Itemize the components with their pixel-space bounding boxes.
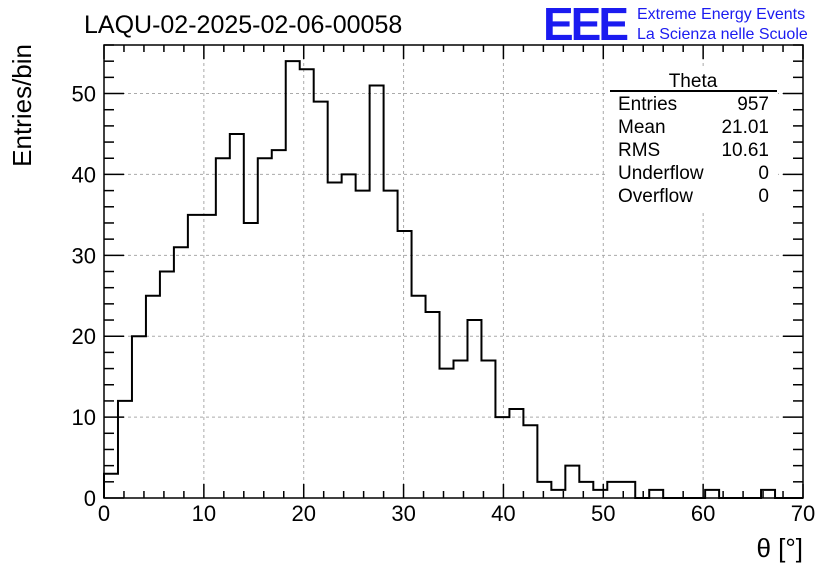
- stats-box-title: Theta: [669, 71, 718, 92]
- logo-line-2: La Scienza nelle Scuole: [637, 26, 808, 43]
- y-tick-label: 50: [72, 82, 96, 107]
- logo: EEE Extreme Energy Events La Scienza nel…: [543, 0, 808, 50]
- stats-row-label: Entries: [618, 94, 677, 115]
- x-tick-label: 10: [192, 501, 216, 526]
- y-tick-label: 40: [72, 162, 96, 187]
- stats-row-label: RMS: [618, 140, 660, 161]
- y-tick-label: 30: [72, 243, 96, 268]
- stats-row-value: 957: [737, 94, 769, 115]
- stats-row-label: Mean: [618, 117, 666, 138]
- y-tick-label: 0: [84, 486, 96, 511]
- x-tick-label: 0: [98, 501, 110, 526]
- x-tick-label: 60: [691, 501, 715, 526]
- tick-labels: 0 10 20 30 40 50 60 70 0 10 20 30 40 50: [72, 82, 816, 526]
- x-tick-label: 30: [391, 501, 415, 526]
- stats-rows: Entries 957 Mean 21.01 RMS 10.61 Underflow 0 Ove…: [618, 94, 769, 207]
- stats-row-value: 0: [758, 186, 769, 207]
- logo-mark: EEE: [543, 0, 627, 50]
- x-axis-label: θ [°]: [756, 533, 803, 563]
- histogram-outline: [103, 60, 803, 499]
- stats-row-value: 10.61: [721, 140, 769, 161]
- y-tick-label: 20: [72, 324, 96, 349]
- x-tick-label: 40: [491, 501, 515, 526]
- logo-line-1: Extreme Energy Events: [637, 6, 805, 23]
- y-tick-label: 10: [72, 405, 96, 430]
- stats-row-label: Underflow: [618, 163, 704, 184]
- y-axis-label: Entries/bin: [7, 44, 37, 167]
- chart-title: LAQU-02-2025-02-06-00058: [84, 11, 402, 39]
- stats-box: Theta Entries 957 Mean 21.01 RMS 10.61 Underfl…: [608, 68, 778, 210]
- stats-row-label: Overflow: [618, 186, 693, 207]
- stats-row-value: 0: [758, 163, 769, 184]
- x-tick-label: 50: [591, 501, 615, 526]
- x-tick-label: 20: [291, 501, 315, 526]
- axis-ticks: [103, 44, 804, 499]
- x-tick-label: 70: [791, 501, 815, 526]
- stats-row-value: 21.01: [721, 117, 769, 138]
